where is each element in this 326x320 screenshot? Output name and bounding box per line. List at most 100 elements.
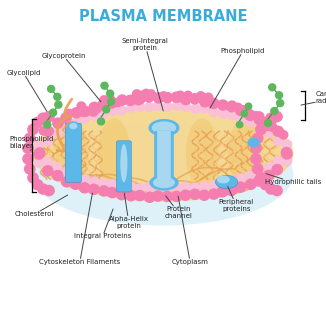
Circle shape bbox=[218, 109, 228, 119]
Circle shape bbox=[134, 190, 146, 201]
Circle shape bbox=[135, 183, 146, 194]
Ellipse shape bbox=[67, 121, 80, 131]
Circle shape bbox=[254, 122, 265, 132]
Ellipse shape bbox=[149, 175, 179, 191]
Circle shape bbox=[97, 99, 109, 110]
Text: Phospholipid
bilayer: Phospholipid bilayer bbox=[10, 136, 54, 151]
Circle shape bbox=[89, 176, 100, 187]
Circle shape bbox=[270, 107, 279, 115]
Circle shape bbox=[126, 181, 136, 192]
Circle shape bbox=[125, 190, 137, 202]
Circle shape bbox=[273, 156, 283, 166]
Circle shape bbox=[106, 97, 118, 109]
Ellipse shape bbox=[55, 118, 88, 189]
Text: Cholesterol: Cholesterol bbox=[15, 195, 68, 217]
Circle shape bbox=[125, 94, 136, 106]
Text: Carbohydrate
radical: Carbohydrate radical bbox=[301, 91, 326, 105]
Circle shape bbox=[161, 92, 173, 103]
Circle shape bbox=[189, 188, 201, 200]
Circle shape bbox=[200, 103, 210, 114]
Circle shape bbox=[225, 101, 237, 112]
Circle shape bbox=[132, 89, 142, 99]
Circle shape bbox=[245, 179, 257, 190]
Circle shape bbox=[134, 102, 145, 112]
Circle shape bbox=[37, 183, 49, 195]
Circle shape bbox=[27, 124, 39, 135]
Circle shape bbox=[236, 114, 246, 124]
Text: Glycolipid: Glycolipid bbox=[6, 70, 47, 111]
Circle shape bbox=[282, 139, 292, 150]
Circle shape bbox=[162, 101, 173, 112]
Circle shape bbox=[27, 172, 39, 184]
Circle shape bbox=[61, 167, 72, 178]
Circle shape bbox=[250, 153, 262, 164]
Circle shape bbox=[268, 83, 276, 92]
Circle shape bbox=[98, 108, 109, 119]
Circle shape bbox=[199, 96, 211, 108]
Ellipse shape bbox=[186, 118, 218, 189]
FancyBboxPatch shape bbox=[157, 131, 171, 182]
Circle shape bbox=[79, 106, 91, 117]
Circle shape bbox=[32, 117, 43, 128]
Circle shape bbox=[125, 95, 134, 105]
Circle shape bbox=[282, 156, 292, 166]
Circle shape bbox=[203, 92, 213, 102]
Circle shape bbox=[153, 101, 163, 111]
Circle shape bbox=[98, 185, 110, 197]
Circle shape bbox=[227, 110, 238, 121]
Circle shape bbox=[263, 128, 274, 138]
Circle shape bbox=[88, 101, 100, 113]
Circle shape bbox=[240, 110, 248, 117]
Circle shape bbox=[52, 162, 62, 172]
Circle shape bbox=[216, 186, 228, 197]
Circle shape bbox=[22, 143, 34, 154]
Ellipse shape bbox=[69, 123, 78, 129]
Circle shape bbox=[152, 190, 164, 202]
Circle shape bbox=[62, 122, 72, 132]
Circle shape bbox=[100, 100, 110, 109]
Circle shape bbox=[22, 153, 34, 164]
Ellipse shape bbox=[149, 119, 180, 137]
Ellipse shape bbox=[153, 177, 175, 188]
Circle shape bbox=[172, 100, 183, 111]
Circle shape bbox=[271, 111, 283, 122]
Circle shape bbox=[43, 156, 53, 167]
FancyBboxPatch shape bbox=[154, 131, 174, 182]
Circle shape bbox=[254, 111, 264, 121]
Circle shape bbox=[233, 102, 243, 112]
Circle shape bbox=[254, 114, 265, 125]
Circle shape bbox=[106, 95, 116, 105]
Circle shape bbox=[24, 163, 36, 175]
Circle shape bbox=[181, 95, 191, 105]
Circle shape bbox=[112, 98, 123, 108]
Circle shape bbox=[42, 125, 54, 137]
Circle shape bbox=[162, 183, 173, 193]
Circle shape bbox=[196, 91, 206, 101]
Circle shape bbox=[106, 187, 118, 198]
Circle shape bbox=[260, 118, 270, 128]
Circle shape bbox=[43, 136, 53, 146]
Circle shape bbox=[78, 107, 88, 117]
Circle shape bbox=[208, 98, 219, 109]
Circle shape bbox=[60, 112, 72, 124]
Circle shape bbox=[144, 191, 156, 203]
Circle shape bbox=[64, 108, 74, 118]
Circle shape bbox=[49, 108, 57, 117]
FancyBboxPatch shape bbox=[116, 141, 131, 192]
Circle shape bbox=[199, 181, 210, 191]
Circle shape bbox=[153, 92, 165, 104]
Circle shape bbox=[126, 102, 137, 113]
Circle shape bbox=[235, 105, 247, 116]
Circle shape bbox=[24, 132, 36, 144]
Circle shape bbox=[134, 93, 146, 105]
Circle shape bbox=[139, 91, 149, 101]
Circle shape bbox=[238, 105, 248, 115]
Circle shape bbox=[70, 107, 82, 118]
Circle shape bbox=[52, 117, 64, 129]
Text: Cytoplasm: Cytoplasm bbox=[171, 196, 209, 265]
Circle shape bbox=[255, 172, 267, 184]
Circle shape bbox=[97, 117, 105, 126]
Circle shape bbox=[208, 180, 219, 190]
Circle shape bbox=[144, 182, 154, 192]
Circle shape bbox=[116, 189, 127, 200]
